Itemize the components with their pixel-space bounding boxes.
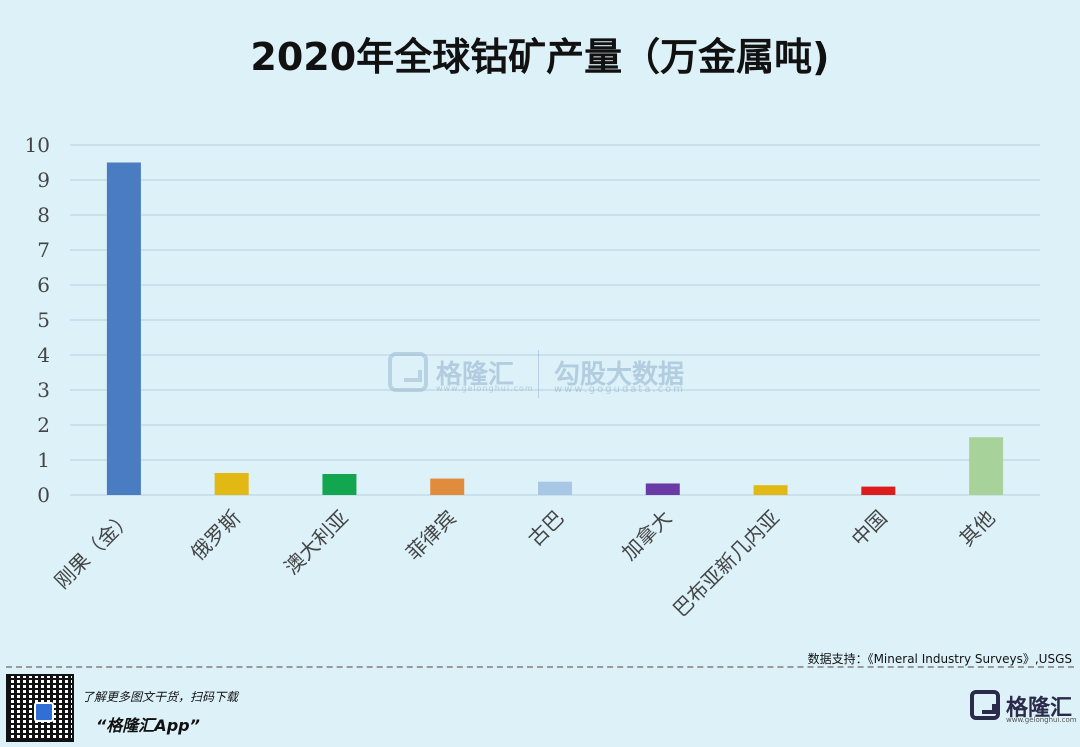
footer-divider: [6, 666, 1074, 668]
y-tick-label: 0: [37, 483, 50, 507]
y-tick-label: 9: [37, 168, 50, 192]
bar: [214, 472, 249, 495]
bar: [430, 478, 465, 495]
y-tick-label: 4: [37, 343, 50, 367]
x-tick-label: 其他: [954, 506, 999, 551]
bar: [106, 162, 141, 495]
x-tick-label: 澳大利亚: [279, 506, 353, 580]
bar: [322, 474, 357, 495]
footer-app-name: “格隆汇App”: [96, 716, 200, 735]
y-tick-label: 7: [37, 238, 50, 262]
qr-app-icon: [34, 702, 54, 722]
y-tick-label: 10: [25, 133, 50, 157]
watermark-data-url: www.gogudata.com: [554, 384, 686, 395]
data-source: 数据支持：《Mineral Industry Surveys》,USGS: [807, 652, 1072, 666]
x-tick-label: 巴布亚新几内亚: [668, 506, 784, 622]
bar: [645, 483, 680, 495]
watermark-divider: [538, 350, 539, 398]
footer-brand-url: www.gelonghui.com: [1006, 716, 1077, 724]
gelonghui-logo-icon: [970, 690, 1000, 720]
bar: [969, 437, 1004, 495]
watermark-brand: 格隆汇: [436, 360, 515, 390]
gelonghui-logo-icon: [388, 352, 428, 392]
qr-code[interactable]: [6, 674, 74, 742]
y-tick-label: 1: [37, 448, 50, 472]
y-tick-label: 3: [37, 378, 50, 402]
x-tick-label: 中国: [847, 506, 892, 551]
y-tick-label: 6: [37, 273, 50, 297]
x-tick-label: 刚果（金）: [50, 506, 138, 594]
bar: [538, 481, 572, 495]
watermark-brand-url: www.gelonghui.com: [436, 384, 534, 393]
y-tick-label: 8: [37, 203, 50, 227]
x-tick-label: 加拿大: [617, 506, 676, 565]
watermark-data-brand: 勾股大数据: [554, 360, 685, 390]
y-tick-label: 2: [37, 413, 50, 437]
bar: [753, 485, 788, 495]
chart-title: 2020年全球钴矿产量（万金属吨): [250, 35, 830, 79]
watermark: 格隆汇 www.gelonghui.com 勾股大数据 www.gogudata…: [388, 350, 708, 400]
footer-brand: 格隆汇: [1006, 696, 1073, 721]
footer-promo: 了解更多图文干货，扫码下载: [82, 690, 239, 704]
y-tick-label: 5: [37, 308, 50, 332]
x-tick-label: 俄罗斯: [186, 506, 245, 565]
x-tick-label: 菲律宾: [401, 506, 460, 565]
bar: [861, 486, 896, 495]
x-tick-label: 古巴: [523, 506, 568, 551]
